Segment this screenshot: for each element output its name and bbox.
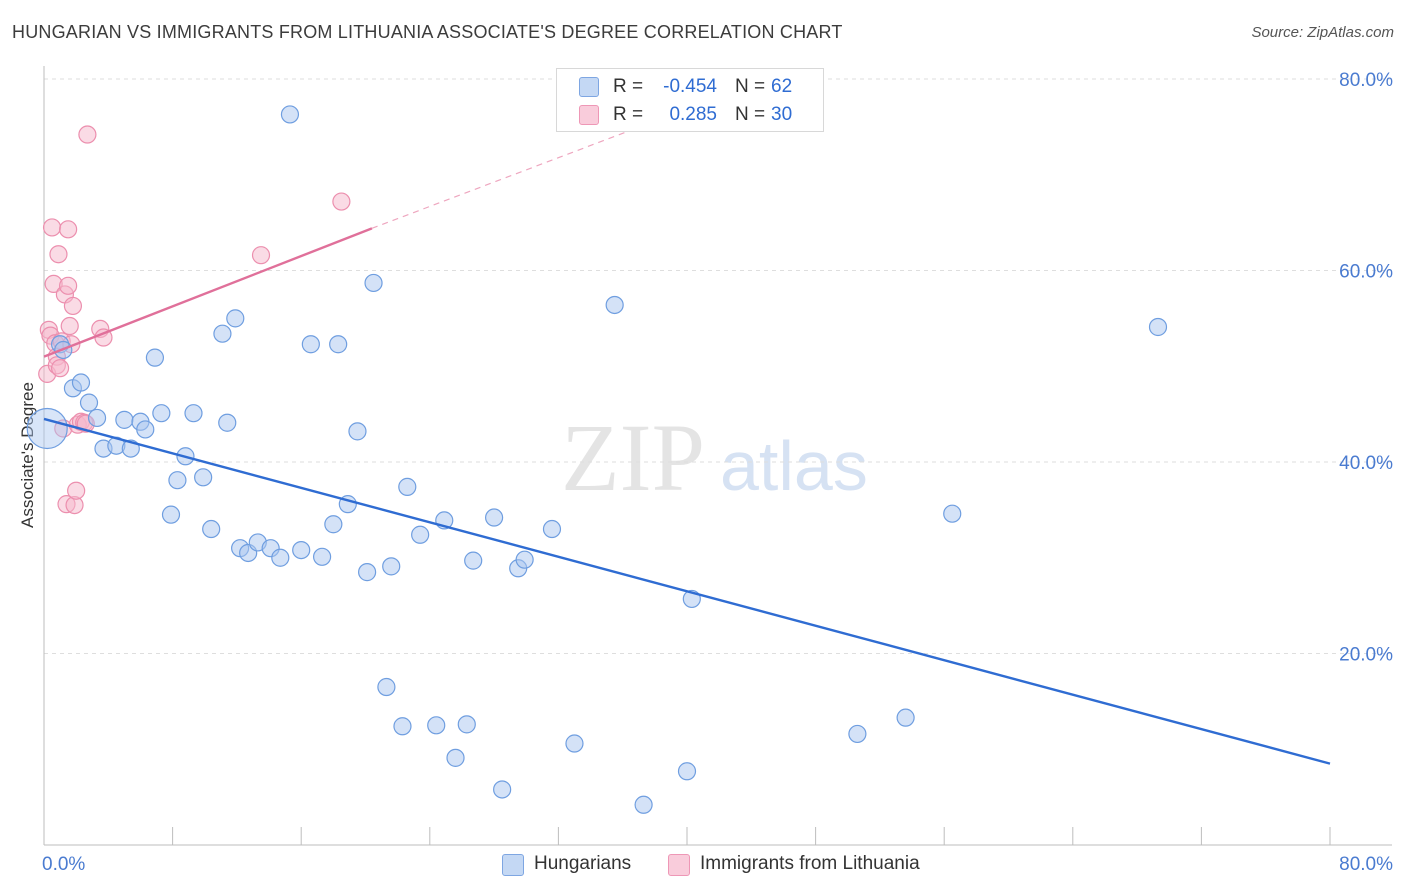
- hungarian-point: [280, 105, 300, 124]
- hungarian-point: [79, 393, 99, 412]
- hungarian-point: [411, 525, 430, 544]
- lithuania-point: [60, 316, 79, 336]
- hungarian-point: [271, 548, 290, 567]
- hungarian-point: [457, 715, 476, 734]
- hungarian-point: [115, 410, 134, 429]
- y-tick-label: 40.0%: [1339, 453, 1393, 474]
- stats-row-lithuania: R = 0.285 N = 30: [557, 101, 823, 129]
- hungarian-point: [1148, 317, 1168, 337]
- x-tick-label-min: 0.0%: [42, 854, 85, 875]
- hungarian-point: [515, 550, 534, 569]
- hungarian-point: [202, 519, 221, 539]
- hungarian-point: [398, 477, 417, 496]
- n-label: N =: [735, 104, 766, 125]
- lithuania-point: [251, 246, 271, 265]
- hungarian-point: [377, 677, 396, 697]
- hungarian-point: [226, 309, 245, 328]
- lithuania-point: [49, 245, 68, 264]
- hungarian-point: [446, 748, 465, 767]
- lithuania-point: [67, 481, 86, 500]
- hungarian-point: [213, 324, 232, 343]
- stats-swatch-blue: [579, 77, 599, 97]
- hungarian-point: [218, 413, 237, 432]
- legend-swatch-pink: [668, 854, 690, 876]
- hungarian-point: [87, 408, 107, 428]
- hungarian-point: [493, 780, 512, 799]
- n-label: N =: [735, 76, 766, 97]
- hungarian-point: [542, 519, 562, 539]
- r-label: R =: [613, 104, 644, 125]
- y-tick-label: 80.0%: [1339, 70, 1393, 91]
- r-label: R =: [613, 76, 644, 97]
- hungarian-point: [312, 547, 332, 566]
- trend-line-lithuania-extension: [371, 120, 656, 229]
- hungarian-point: [565, 734, 584, 753]
- y-tick-label: 60.0%: [1339, 262, 1393, 283]
- hungarian-point: [382, 557, 401, 576]
- grid-lines: [44, 78, 1392, 654]
- hungarian-point: [605, 295, 624, 315]
- trend-line-hungarians: [43, 417, 1331, 765]
- lithuania-point: [50, 359, 70, 378]
- hungarian-point: [677, 762, 697, 781]
- lithuania-point: [59, 220, 78, 239]
- hungarian-point: [358, 563, 377, 582]
- hungarian-point: [161, 505, 181, 524]
- hungarian-point: [168, 471, 187, 490]
- lithuania-point: [42, 218, 62, 237]
- hungarian-point: [393, 717, 412, 736]
- hungarian-point: [364, 273, 383, 293]
- trend-line-lithuania: [43, 227, 373, 358]
- hungarian-point: [634, 795, 653, 814]
- legend-label: Immigrants from Lithuania: [700, 853, 920, 874]
- hungarian-point: [145, 348, 165, 367]
- tick-labels: 20.0% 40.0% 60.0% 80.0% 0.0% 80.0%: [42, 70, 1393, 875]
- x-tick-label-max: 80.0%: [1339, 854, 1393, 875]
- hungarian-point: [348, 422, 367, 441]
- hungarian-point: [301, 335, 320, 354]
- stats-swatch-pink: [579, 105, 599, 125]
- hungarian-point: [292, 540, 311, 560]
- hungarian-point: [71, 373, 91, 392]
- axes: [43, 66, 1392, 846]
- lithuania-point: [59, 276, 78, 295]
- n-value: 62: [771, 76, 793, 97]
- source-label: Source: ZipAtlas.com: [1251, 24, 1394, 41]
- stats-row-hungarians: R = -0.454 N = 62: [557, 73, 823, 101]
- y-tick-label: 20.0%: [1339, 645, 1393, 666]
- hungarian-point: [324, 515, 343, 534]
- hungarian-point: [194, 468, 213, 487]
- n-value: 30: [771, 104, 793, 125]
- chart-title: HUNGARIAN VS IMMIGRANTS FROM LITHUANIA A…: [12, 22, 843, 42]
- hungarian-point: [184, 404, 203, 423]
- r-value: 0.285: [669, 104, 717, 125]
- stats-box: R = -0.454 N = 62 R = 0.285 N = 30: [556, 68, 824, 132]
- legend-label: Hungarians: [534, 853, 632, 874]
- hungarian-point: [427, 716, 446, 735]
- watermark-atlas: atlas: [720, 427, 868, 505]
- lithuania-point: [63, 296, 83, 316]
- hungarian-point: [329, 335, 348, 354]
- series-hungarians: [26, 105, 1168, 814]
- hungarian-point: [848, 724, 867, 744]
- trend-lines: [43, 120, 1331, 765]
- r-value: -0.454: [663, 76, 717, 97]
- legend-swatch-blue: [502, 854, 524, 876]
- hungarian-point: [464, 551, 483, 570]
- hungarian-point: [26, 407, 68, 450]
- hungarian-point: [485, 508, 504, 527]
- hungarian-point: [943, 504, 962, 523]
- watermark-zip: ZIP: [561, 404, 705, 511]
- hungarian-point: [152, 404, 171, 423]
- lithuania-point: [78, 125, 97, 144]
- lithuania-point: [332, 192, 351, 211]
- hungarian-point: [896, 708, 915, 727]
- hungarian-point: [136, 420, 155, 439]
